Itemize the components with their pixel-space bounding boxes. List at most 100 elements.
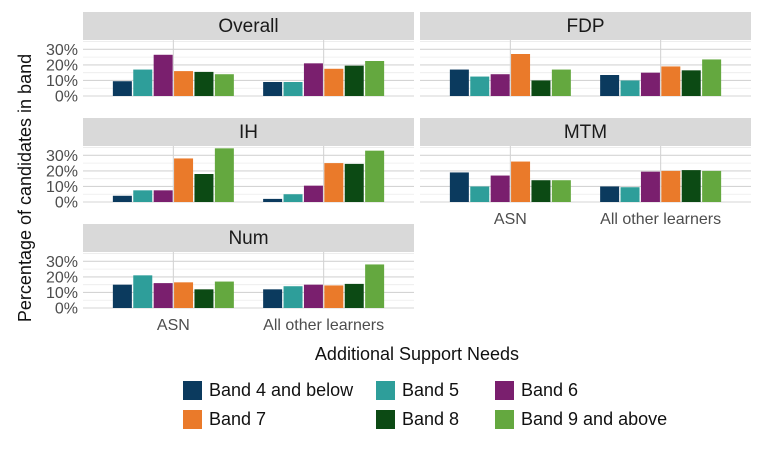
- legend-item: Band 4 and below: [183, 378, 353, 402]
- y-tick-label: 20%: [46, 163, 78, 180]
- bar: [365, 61, 385, 96]
- y-tick-label: 0%: [55, 89, 78, 106]
- legend-swatch: [183, 380, 202, 400]
- bar: [365, 150, 385, 202]
- facet-title: Overall: [218, 16, 278, 37]
- bar: [194, 71, 214, 96]
- bar: [133, 190, 153, 202]
- facet-panel: Overall 0%10%20%30%: [46, 12, 414, 106]
- bar: [263, 289, 283, 308]
- bar: [283, 82, 303, 96]
- bar: [263, 198, 283, 202]
- bar: [174, 71, 194, 96]
- bar: [511, 161, 531, 202]
- facet-panel: FDP: [420, 12, 751, 97]
- y-tick-label: 10%: [46, 73, 78, 90]
- bar: [531, 180, 551, 202]
- bar: [620, 80, 640, 96]
- facet-panel: MTM ASN All other learners: [420, 118, 751, 228]
- bar: [551, 69, 571, 96]
- plot-background: [420, 40, 751, 96]
- legend-swatch: [376, 380, 395, 400]
- bar: [303, 284, 323, 308]
- bar: [214, 281, 234, 308]
- bar: [344, 283, 364, 308]
- bar: [470, 186, 490, 202]
- bar: [702, 170, 722, 202]
- facet-strip: [420, 12, 751, 40]
- facet-strip: [83, 118, 414, 146]
- bar: [283, 194, 303, 202]
- bar: [344, 163, 364, 202]
- legend-label: Band 7: [209, 408, 267, 429]
- facet-title: IH: [239, 122, 258, 143]
- plot-background: [420, 146, 751, 202]
- bar: [153, 54, 173, 96]
- bar: [702, 59, 722, 96]
- legend-swatch: [183, 409, 202, 429]
- bar: [600, 75, 620, 96]
- legend-label: Band 4 and below: [209, 379, 354, 400]
- y-tick-label: 30%: [46, 254, 78, 271]
- bar: [511, 54, 531, 96]
- facet-title: Num: [228, 228, 268, 249]
- bar: [133, 69, 153, 96]
- legend-label: Band 6: [521, 379, 579, 400]
- bar: [324, 163, 344, 202]
- y-tick-label: 20%: [46, 57, 78, 74]
- x-tick-label: All other learners: [600, 211, 721, 228]
- legend: Band 4 and below Band 5 Band 6 Band 7 Band 8…: [183, 378, 703, 438]
- bar: [112, 284, 132, 308]
- bar: [194, 174, 214, 202]
- plot-background: [83, 40, 414, 96]
- legend-swatch: [495, 380, 514, 400]
- legend-swatch: [376, 409, 395, 429]
- bar: [681, 70, 701, 96]
- bar: [153, 283, 173, 308]
- bar: [449, 172, 469, 202]
- bar: [174, 282, 194, 308]
- x-tick-label: All other learners: [263, 317, 384, 334]
- facet-title: FDP: [567, 16, 605, 37]
- bar: [490, 74, 510, 96]
- legend-item: Band 7: [183, 407, 266, 431]
- y-tick-label: 30%: [46, 148, 78, 165]
- bar: [620, 187, 640, 202]
- bar: [640, 171, 660, 202]
- bar: [490, 175, 510, 202]
- bar: [112, 81, 132, 96]
- bar: [344, 65, 364, 96]
- bar: [661, 170, 681, 202]
- y-tick-label: 20%: [46, 269, 78, 286]
- plot-background: [83, 146, 414, 202]
- facet-panel: Num 0%10%20%30% ASN All other learners: [46, 224, 414, 334]
- bar: [303, 63, 323, 96]
- legend-label: Band 9 and above: [521, 408, 668, 429]
- x-tick-label: ASN: [157, 317, 190, 334]
- y-tick-label: 0%: [55, 301, 78, 318]
- bar: [324, 68, 344, 96]
- y-tick-label: 30%: [46, 42, 78, 59]
- legend-item: Band 9 and above: [495, 407, 667, 431]
- bar: [531, 80, 551, 96]
- facet-strip: [83, 12, 414, 40]
- bar: [174, 158, 194, 202]
- legend-item: Band 6: [495, 378, 578, 402]
- bar: [194, 289, 214, 308]
- bar: [640, 72, 660, 96]
- bar: [661, 66, 681, 96]
- bar: [303, 185, 323, 202]
- y-tick-label: 10%: [46, 179, 78, 196]
- facet-title: MTM: [564, 122, 607, 143]
- bar: [365, 264, 385, 308]
- bar: [470, 76, 490, 96]
- bar: [214, 74, 234, 96]
- bar: [133, 275, 153, 308]
- legend-item: Band 5: [376, 378, 459, 402]
- x-tick-label: ASN: [494, 211, 527, 228]
- legend-label: Band 5: [402, 379, 460, 400]
- facet-panel: IH 0%10%20%30%: [46, 118, 414, 212]
- x-axis-title: Additional Support Needs: [315, 344, 519, 364]
- bar: [551, 180, 571, 202]
